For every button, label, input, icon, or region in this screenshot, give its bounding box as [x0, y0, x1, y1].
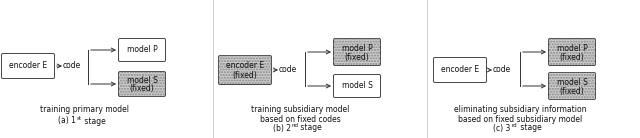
Text: (fixed): (fixed): [559, 53, 584, 62]
Text: (fixed): (fixed): [232, 71, 257, 80]
Text: model S: model S: [342, 82, 372, 91]
FancyBboxPatch shape: [1, 54, 54, 79]
Text: st: st: [77, 116, 81, 121]
Text: model P: model P: [342, 44, 372, 53]
FancyBboxPatch shape: [333, 39, 381, 66]
Text: model P: model P: [557, 44, 588, 53]
Text: (b) 2: (b) 2: [273, 124, 291, 132]
Text: encoder E: encoder E: [9, 62, 47, 71]
Text: (fixed): (fixed): [559, 87, 584, 96]
Text: stage: stage: [83, 116, 106, 125]
Text: rd: rd: [511, 123, 517, 128]
Text: code: code: [279, 66, 297, 75]
Text: model S: model S: [127, 76, 157, 85]
Text: (fixed): (fixed): [130, 84, 154, 93]
Text: based on fixed subsidiary model: based on fixed subsidiary model: [458, 115, 582, 124]
FancyBboxPatch shape: [433, 58, 486, 83]
Text: model P: model P: [127, 46, 157, 55]
Text: (fixed): (fixed): [344, 53, 369, 62]
Text: code: code: [63, 62, 81, 71]
Text: code: code: [493, 66, 511, 75]
Text: training primary model: training primary model: [40, 105, 129, 115]
Text: model S: model S: [557, 78, 588, 87]
Text: (a) 1: (a) 1: [58, 116, 76, 125]
Text: stage: stage: [518, 124, 541, 132]
Text: based on fixed codes: based on fixed codes: [260, 115, 340, 124]
FancyBboxPatch shape: [118, 39, 166, 62]
FancyBboxPatch shape: [118, 71, 166, 96]
Text: encoder E: encoder E: [441, 66, 479, 75]
FancyBboxPatch shape: [548, 39, 595, 66]
FancyBboxPatch shape: [218, 55, 271, 84]
Text: training subsidiary model: training subsidiary model: [251, 105, 349, 115]
Text: encoder E: encoder E: [226, 61, 264, 70]
Text: nd: nd: [291, 123, 298, 128]
Text: eliminating subsidiary information: eliminating subsidiary information: [454, 105, 586, 115]
FancyBboxPatch shape: [333, 75, 381, 98]
FancyBboxPatch shape: [548, 72, 595, 99]
Text: (c) 3: (c) 3: [493, 124, 511, 132]
Text: stage: stage: [298, 124, 321, 132]
